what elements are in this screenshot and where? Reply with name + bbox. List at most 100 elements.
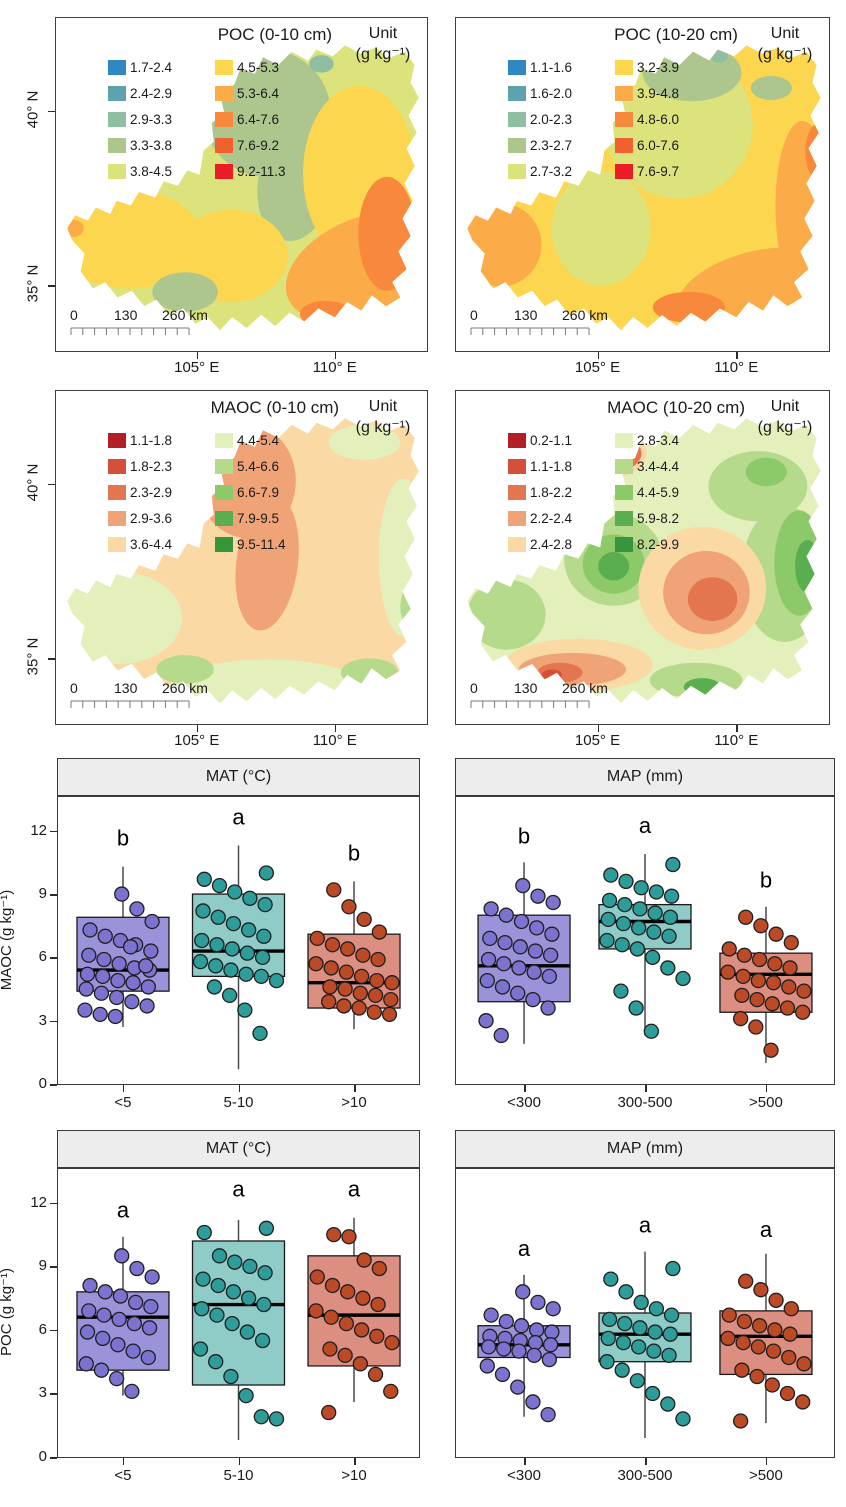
legend-range-label: 9.5-11.4 [237, 536, 286, 552]
legend-item: 1.6-2.0 [508, 80, 615, 106]
legend-swatch [615, 458, 633, 474]
legend-swatch [615, 111, 633, 127]
legend-range-label: 2.4-2.9 [130, 85, 173, 101]
legend-item: 3.9-4.8 [615, 80, 722, 106]
legend-item: 1.1-1.6 [508, 54, 615, 80]
boxplot-svg-0: b a b [76, 804, 401, 1070]
lat-tickmark [48, 483, 55, 486]
legend-swatch [508, 85, 526, 101]
scalebar-130: 130 [514, 680, 538, 696]
legend-item: 4.4-5.4 [215, 427, 322, 453]
legend-range-label: 1.7-2.4 [130, 59, 173, 75]
legend-item: 2.3-2.7 [508, 132, 615, 158]
legend-item: 1.8-2.3 [108, 453, 215, 479]
map-legend: 0.2-1.1 1.1-1.8 1.8-2.2 2.2-2.4 2.4-2.8 2.8-3… [508, 427, 722, 557]
y-tickmark [50, 1266, 57, 1268]
lon-label: 110° E [312, 732, 357, 749]
legend-range-label: 2.4-2.8 [530, 536, 573, 552]
boxplot-svg-1: b a b [477, 813, 813, 1063]
significance-letter: a [232, 1177, 245, 1202]
legend-item: 9.5-11.4 [215, 531, 322, 557]
y-tickmark [50, 894, 57, 896]
legend-item: 2.9-3.6 [108, 505, 215, 531]
x-tickmark [524, 1458, 526, 1465]
legend-swatch [615, 484, 633, 500]
legend-range-label: 7.6-9.7 [637, 163, 680, 179]
legend-range-label: 5.3-6.4 [237, 85, 280, 101]
map-panel-poc-10-20-cm-: POC (10-20 cm) Unit (g kg⁻¹) 1.1-1.6 1.6-2.0… [455, 17, 830, 352]
significance-letter: a [518, 1236, 531, 1261]
scalebar-260km: 260 km [162, 680, 208, 696]
legend-item: 1.7-2.4 [108, 54, 215, 80]
legend-range-label: 3.2-3.9 [637, 59, 680, 75]
legend-swatch [215, 163, 233, 179]
y-tickmark [50, 1329, 57, 1332]
legend-item: 6.0-7.6 [615, 132, 722, 158]
legend-range-label: 4.8-6.0 [637, 111, 680, 127]
map-unit-line1: Unit [770, 398, 800, 415]
map-unit-label: Unit (g kg⁻¹) [745, 24, 825, 66]
significance-letter: a [348, 1177, 361, 1202]
lon-label: 110° E [714, 732, 759, 749]
x-tickmark [354, 1458, 356, 1465]
legend-range-label: 2.9-3.3 [130, 111, 173, 127]
legend-item: 3.6-4.4 [108, 531, 215, 557]
legend-range-label: 2.3-2.9 [130, 484, 173, 500]
y-tick-label: 9 [38, 885, 47, 903]
map-region-0 [67, 45, 419, 331]
legend-swatch [508, 432, 526, 448]
boxplot-svg-2: aa a [76, 1177, 401, 1441]
legend-range-label: 3.3-3.8 [130, 137, 173, 153]
legend-range-label: 2.2-2.4 [530, 510, 573, 526]
map-unit-label: Unit (g kg⁻¹) [343, 24, 423, 66]
legend-range-label: 3.4-4.4 [637, 458, 680, 474]
legend-item: 1.8-2.2 [508, 479, 615, 505]
legend-range-label: 8.2-9.9 [637, 536, 680, 552]
lat-label: 40° N [24, 90, 42, 129]
map-unit-line2: (g kg⁻¹) [355, 418, 411, 436]
lon-tickmark [334, 352, 337, 359]
legend-item: 4.8-6.0 [615, 106, 722, 132]
legend-range-label: 0.2-1.1 [530, 432, 573, 448]
legend-range-label: 1.8-2.3 [130, 458, 173, 474]
legend-swatch [615, 137, 633, 153]
lon-label: 105° E [574, 732, 621, 749]
x-category-label: >10 [341, 1467, 367, 1484]
legend-range-label: 1.8-2.2 [530, 484, 573, 500]
legend-item: 1.1-1.8 [108, 427, 215, 453]
legend-range-label: 9.2-11.3 [237, 163, 286, 179]
lon-label: 110° E [312, 359, 357, 376]
y-tick-label: 0 [38, 1448, 47, 1465]
legend-range-label: 5.4-6.6 [237, 458, 280, 474]
y-tickmark [50, 1020, 57, 1023]
legend-range-label: 1.1-1.6 [530, 59, 573, 75]
legend-swatch [108, 432, 126, 448]
x-tickmark [238, 1085, 240, 1092]
x-tickmark [238, 1458, 240, 1465]
map-scalebar: 0 130 260 km [70, 680, 220, 712]
legend-item: 5.9-8.2 [615, 505, 722, 531]
legend-swatch [108, 59, 126, 75]
legend-swatch [215, 510, 233, 526]
legend-swatch [215, 111, 233, 127]
y-axis-label: MAOC (g kg⁻¹) [0, 889, 15, 990]
map-panel-maoc-0-10-cm-: MAOC (0-10 cm) Unit (g kg⁻¹) 1.1-1.8 1.8-2.3… [55, 390, 428, 725]
legend-item: 2.7-3.2 [508, 158, 615, 184]
legend-item: 2.4-2.9 [108, 80, 215, 106]
map-legend: 1.1-1.6 1.6-2.0 2.0-2.3 2.3-2.7 2.7-3.2 3.2-3… [508, 54, 722, 184]
legend-swatch [508, 111, 526, 127]
legend-swatch [215, 137, 233, 153]
scalebar-0: 0 [470, 680, 478, 696]
y-axis-label: POC (g kg⁻¹) [0, 1268, 15, 1356]
legend-swatch [215, 484, 233, 500]
lat-label: 40° N [24, 463, 42, 502]
y-tick-label: 0 [38, 1075, 47, 1092]
legend-range-label: 6.0-7.6 [637, 137, 680, 153]
facet-strip-2: MAT (°C) [57, 1130, 420, 1168]
legend-swatch [508, 484, 526, 500]
legend-range-label: 1.1-1.8 [130, 432, 173, 448]
lon-tickmark [597, 352, 599, 359]
legend-item: 4.4-5.9 [615, 479, 722, 505]
legend-swatch [215, 458, 233, 474]
